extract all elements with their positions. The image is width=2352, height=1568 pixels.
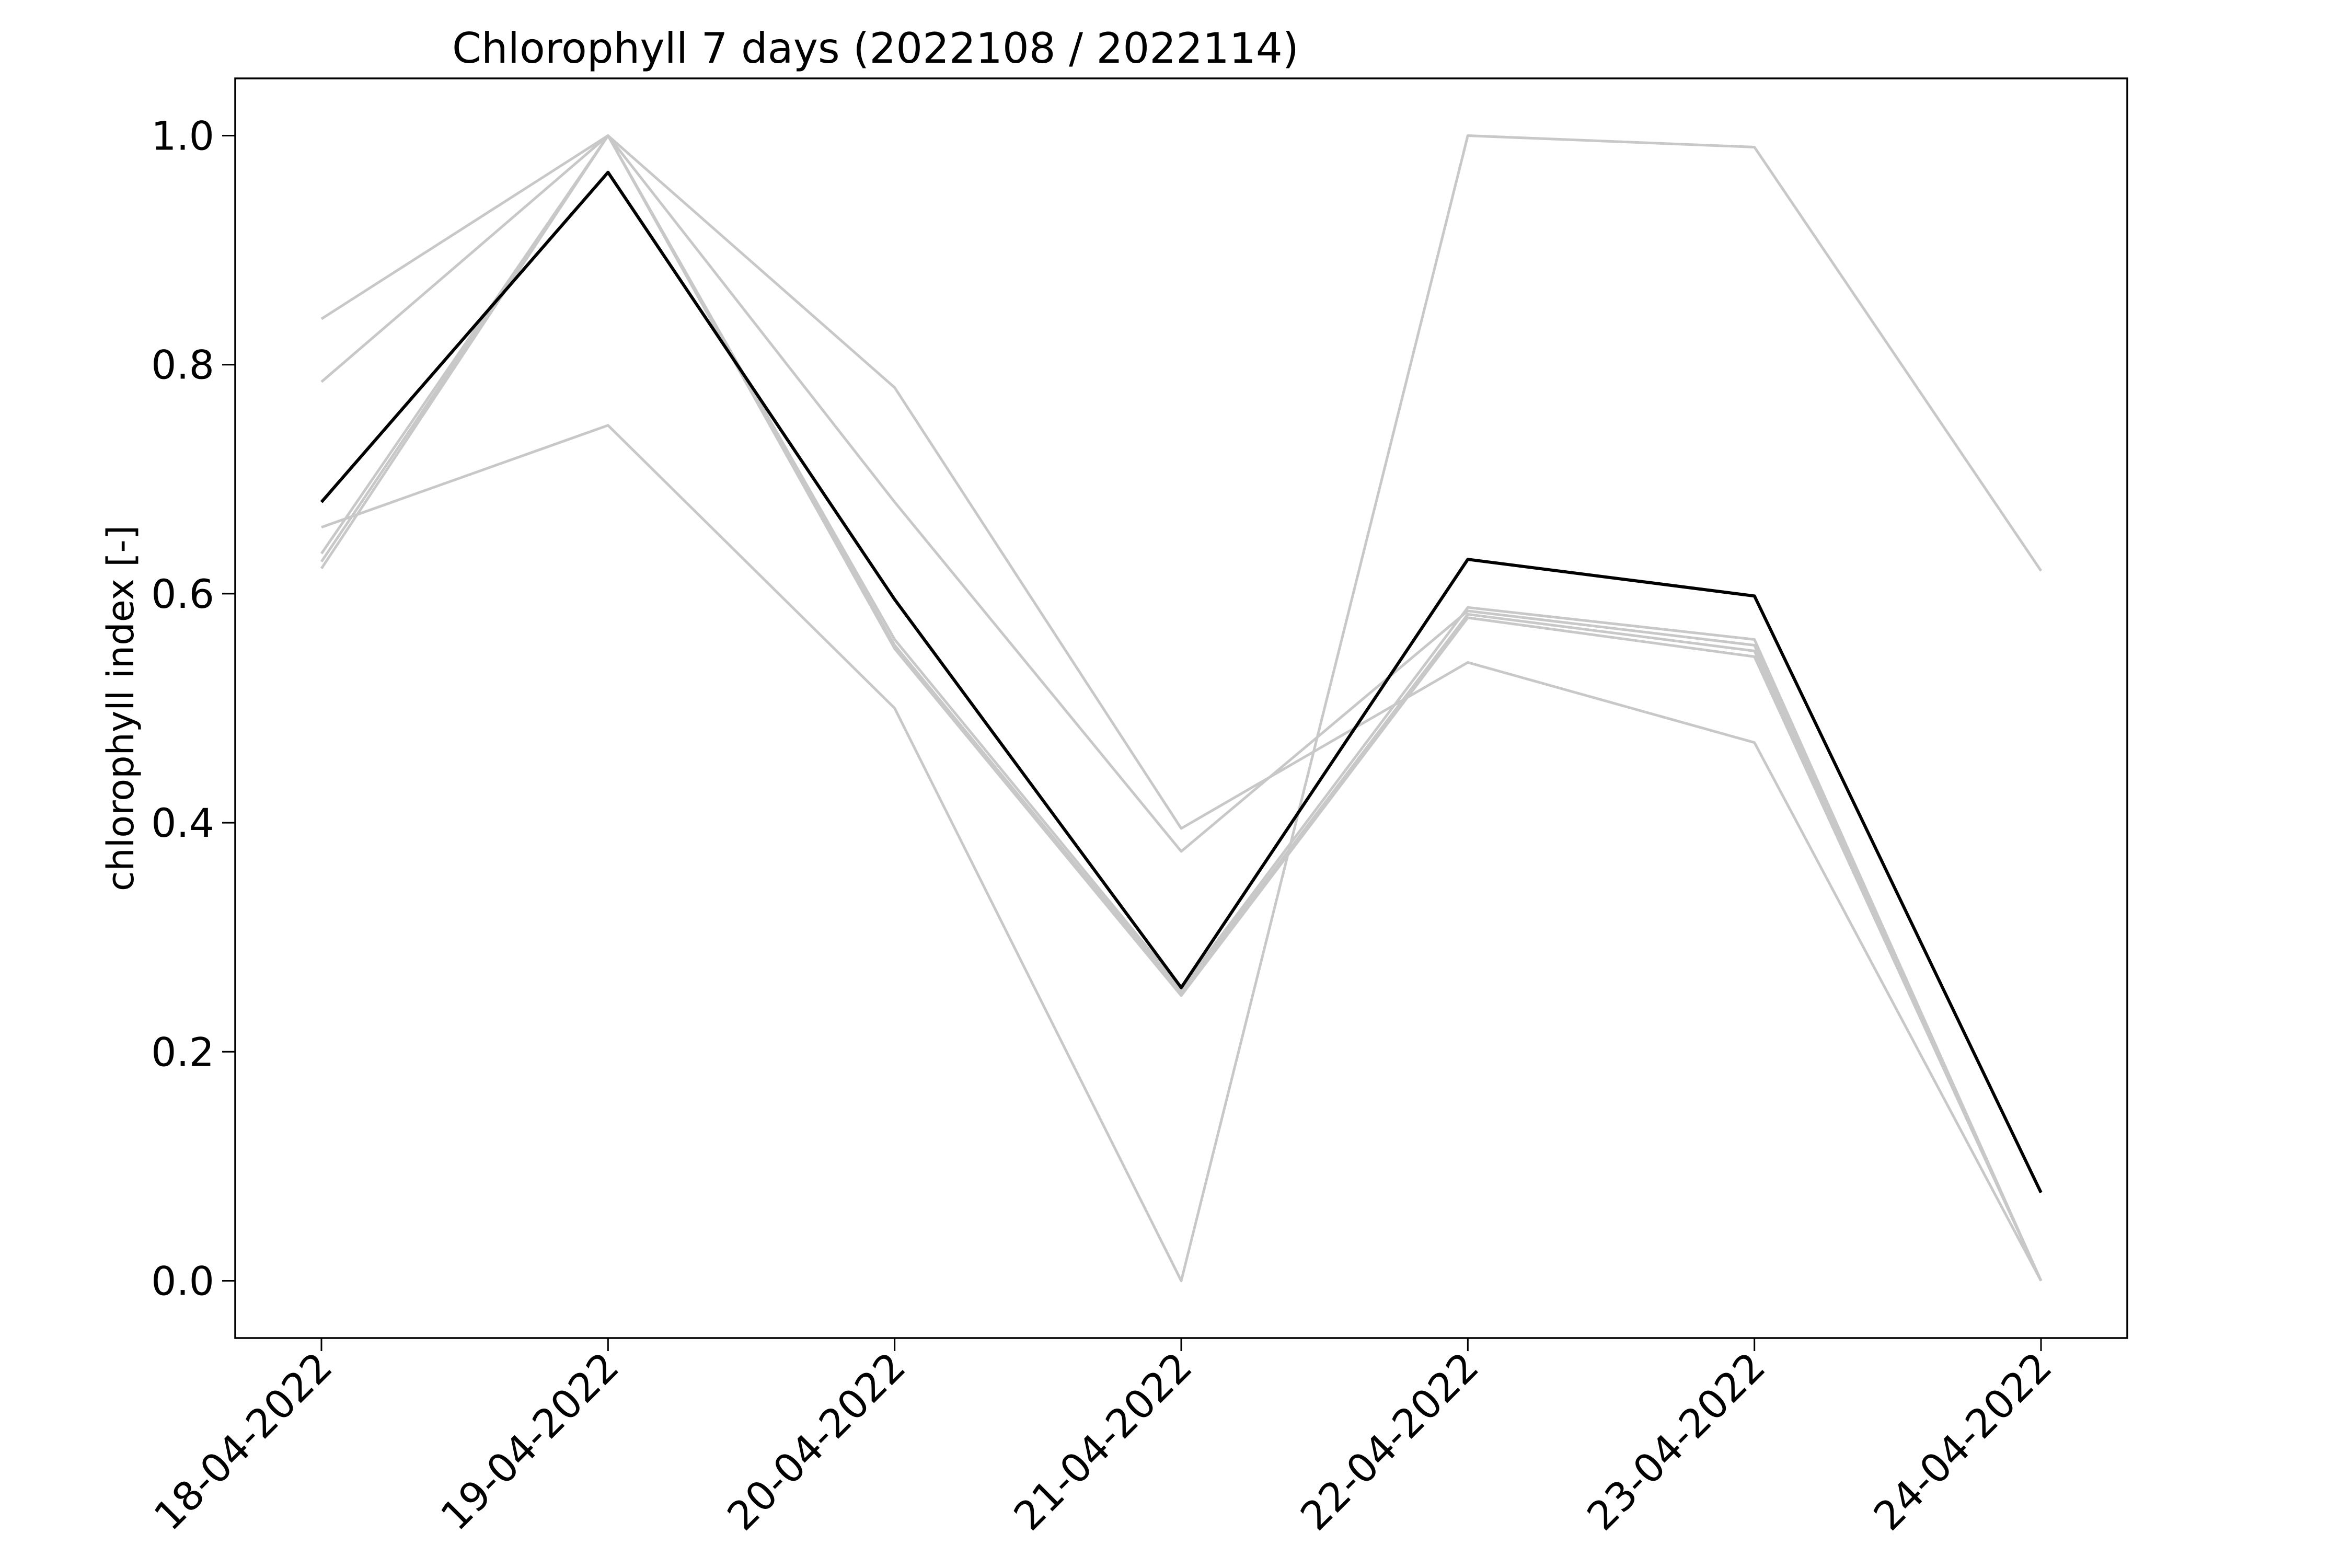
x-tick-label-4: 21-04-2022 — [1005, 1343, 1201, 1539]
y-tick-label-6: 1.0 — [151, 113, 214, 159]
x-tick-label-6: 23-04-2022 — [1578, 1343, 1774, 1539]
y-tick-label-5: 0.8 — [151, 342, 214, 388]
x-tick-label-5: 22-04-2022 — [1292, 1343, 1488, 1539]
x-tick-label-7: 24-04-2022 — [1864, 1343, 2060, 1539]
y-tick-label-4: 0.6 — [151, 571, 214, 617]
series-line-6 — [320, 134, 2043, 1282]
series-line-3 — [321, 134, 2043, 1282]
x-axis: 18-04-2022 19-04-2022 20-04-2022 21-04-2022… — [145, 1338, 2061, 1539]
y-axis-label: chlorophyll index [-] — [99, 525, 142, 891]
series-line-7 — [320, 170, 2043, 1194]
plot-frame — [234, 77, 2128, 1339]
chart-title: Chlorophyll 7 days (2022108 / 2022114) — [452, 24, 1299, 73]
y-tick-label-2: 0.2 — [151, 1029, 214, 1075]
x-tick-label-3: 20-04-2022 — [718, 1343, 914, 1539]
y-tick-label-3: 0.4 — [151, 800, 214, 846]
series-line-1 — [320, 134, 2043, 1282]
y-axis: 0.0 0.2 0.4 0.6 0.8 1.0 — [151, 113, 235, 1304]
x-tick-label-2: 19-04-2022 — [432, 1343, 628, 1539]
x-tick-label-1: 18-04-2022 — [145, 1343, 341, 1539]
y-tick-label-1: 0.0 — [151, 1258, 214, 1304]
series-layer — [320, 134, 2043, 1282]
